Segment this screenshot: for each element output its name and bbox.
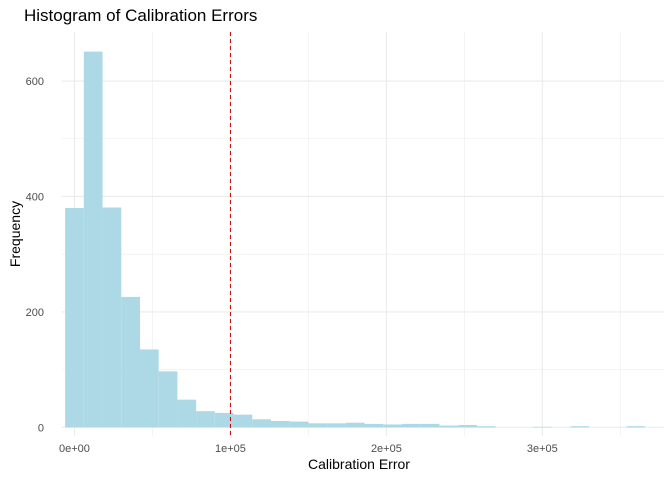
y-axis-title: Frequency [7, 201, 23, 267]
y-tick-label: 600 [26, 76, 44, 88]
x-tick-label: 2e+05 [371, 443, 402, 455]
histogram-bar-22 [476, 426, 496, 428]
histogram-bars [65, 51, 646, 428]
histogram-bar-12 [289, 421, 309, 428]
histogram-bar-1 [83, 51, 103, 428]
y-axis-ticks: 0 200 400 600 [26, 76, 44, 434]
histogram-bar-0 [65, 208, 84, 428]
histogram-bar-16 [364, 423, 384, 428]
histogram-bar-9 [233, 414, 253, 428]
y-tick-label: 200 [26, 307, 44, 319]
x-tick-label: 1e+05 [215, 443, 246, 455]
histogram-bar-13 [308, 423, 328, 428]
x-tick-label: 3e+05 [527, 443, 558, 455]
x-tick-label: 0e+00 [59, 443, 90, 455]
histogram-bar-6 [177, 399, 197, 428]
histogram-bar-27 [570, 426, 590, 428]
histogram-bar-2 [102, 207, 122, 428]
histogram-bar-30 [626, 426, 646, 428]
histogram-bar-5 [158, 371, 178, 428]
x-axis-ticks: 0e+00 1e+05 2e+05 3e+05 [59, 443, 558, 455]
histogram-bar-15 [345, 422, 365, 428]
histogram-bar-20 [439, 425, 459, 428]
chart-title: Histogram of Calibration Errors [24, 6, 258, 25]
histogram-bar-8 [214, 412, 234, 428]
histogram-bar-19 [420, 423, 440, 428]
histogram-bar-7 [196, 411, 215, 428]
histogram-bar-25 [532, 426, 552, 428]
x-axis-title: Calibration Error [308, 456, 410, 472]
y-tick-label: 400 [26, 191, 44, 203]
histogram-bar-3 [121, 296, 140, 428]
y-tick-label: 0 [38, 422, 44, 434]
histogram-bar-4 [139, 349, 159, 428]
histogram-bar-21 [458, 425, 477, 428]
histogram-bar-14 [327, 423, 346, 428]
histogram-bar-18 [401, 423, 421, 428]
histogram-bar-11 [270, 420, 290, 428]
histogram-bar-10 [252, 419, 271, 428]
histogram-bar-17 [383, 424, 402, 428]
